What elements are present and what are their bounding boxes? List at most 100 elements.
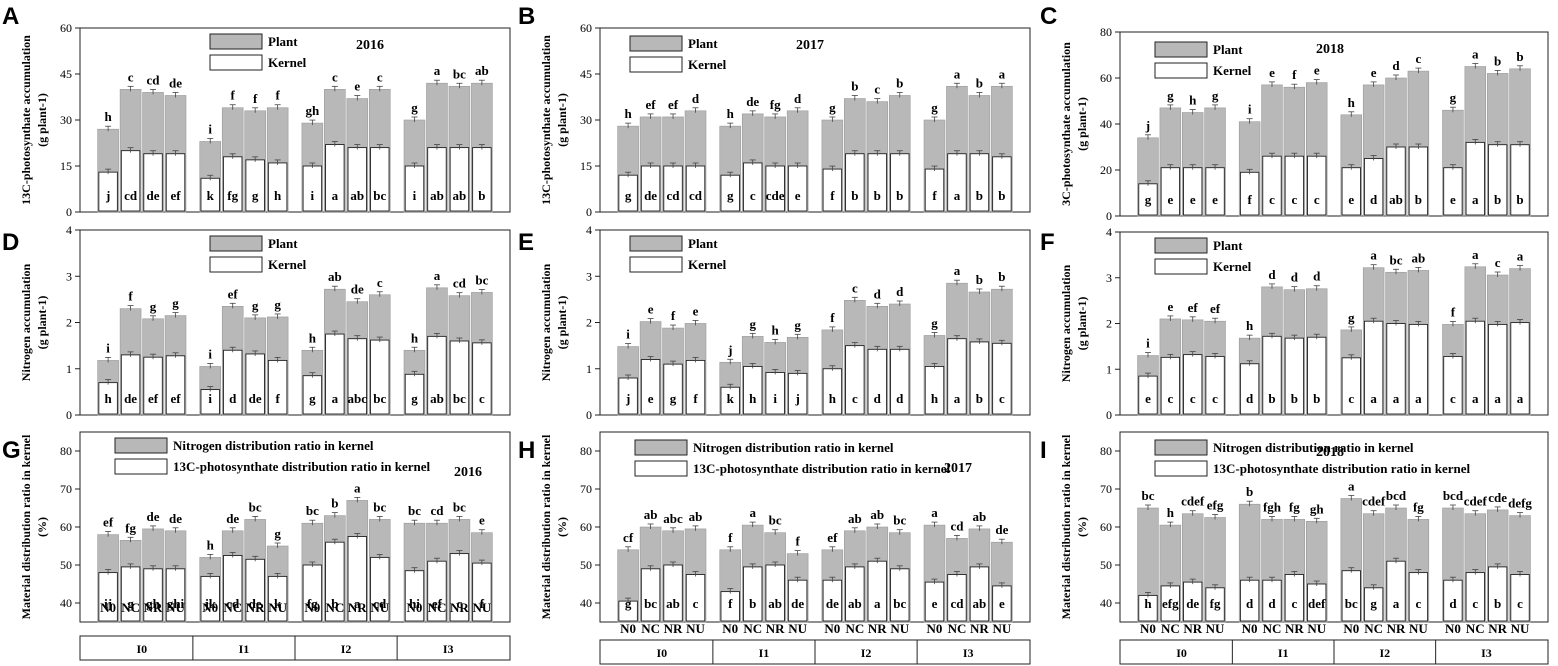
- x-tick-label: NR: [664, 621, 683, 636]
- bar-inner: [867, 560, 888, 622]
- top-letter: a: [1348, 479, 1355, 494]
- panel-letter: F: [1040, 229, 1055, 256]
- inner-letter: d: [1449, 596, 1457, 611]
- y-axis-label-line: Nitrogen accumulation: [1059, 264, 1073, 382]
- x-tick-label: N0: [407, 600, 423, 615]
- inner-letter: d: [874, 391, 882, 406]
- y-tick-label: 60: [580, 21, 592, 35]
- group-label: I1: [1278, 646, 1289, 660]
- x-tick-label: N0: [1343, 621, 1359, 636]
- panel-c: C 0 20 40 60 80 3C-photosynthate accumulation(…: [1040, 3, 1549, 223]
- y-axis-label-line: Nitrogen accumulation: [539, 263, 553, 381]
- x-tick-label: N0: [722, 621, 738, 636]
- inner-letter: d: [1246, 391, 1254, 406]
- top-letter: bcd: [1386, 488, 1407, 503]
- legend-swatch-inner: [629, 56, 683, 73]
- inner-letter: de: [826, 596, 839, 611]
- y-tick-label: 50: [60, 558, 72, 572]
- inner-letter: b: [1268, 391, 1275, 406]
- y-tick-label: 40: [1100, 596, 1112, 610]
- top-letter: d: [1392, 58, 1400, 73]
- y-tick-label: 20: [1100, 163, 1112, 177]
- y-tick-label: 45: [580, 67, 592, 81]
- y-tick-label: 0: [586, 205, 592, 219]
- top-letter: g: [274, 526, 281, 541]
- inner-letter: ab: [453, 188, 467, 203]
- bar-inner: [890, 568, 910, 622]
- inner-letter: ef: [170, 188, 181, 203]
- x-tick-label: NC: [1161, 621, 1180, 636]
- x-tick-label: N0: [1445, 621, 1461, 636]
- top-letter: ab: [475, 63, 489, 78]
- inner-letter: bc: [453, 391, 466, 406]
- legend: Plant Kernel: [209, 235, 307, 273]
- y-axis-label: 13C-photosynthate accumulation (g plant-1…: [539, 35, 569, 205]
- top-letter: a: [354, 480, 361, 495]
- inner-letter: b: [976, 188, 983, 203]
- legend-label: Plant: [688, 236, 718, 251]
- top-letter: j: [1145, 118, 1150, 133]
- inner-letter: e: [648, 391, 654, 406]
- top-letter: a: [954, 66, 961, 81]
- legend-label: Plant: [688, 36, 718, 51]
- inner-letter: de: [249, 596, 262, 611]
- group-label: I3: [963, 646, 974, 660]
- top-letter: de: [169, 75, 182, 90]
- top-letter: ef: [1210, 301, 1221, 316]
- top-letter: f: [728, 530, 733, 545]
- top-letter: fg: [1413, 499, 1424, 514]
- inner-letter: a: [332, 391, 339, 406]
- legend-swatch-inner: [209, 256, 263, 273]
- inner-letter: d: [1268, 596, 1276, 611]
- inner-letter: de: [124, 391, 137, 406]
- legend: Nitrogen distribution ratio in kernel 13C…: [1154, 439, 1471, 477]
- bar-inner: [742, 162, 763, 212]
- inner-letter: h: [829, 391, 837, 406]
- group-label: I1: [759, 646, 770, 660]
- top-letter: c: [1495, 255, 1501, 270]
- inner-letter: b: [1291, 391, 1298, 406]
- top-letter: bc: [1390, 252, 1403, 267]
- top-letter: b: [976, 272, 983, 287]
- inner-letter: f: [728, 596, 733, 611]
- inner-letter: i: [311, 188, 315, 203]
- inner-letter: f: [932, 188, 937, 203]
- legend-label: 13C-photosynthate distribution ratio in …: [173, 459, 431, 474]
- inner-letter: de: [1186, 596, 1199, 611]
- inner-letter: d: [1246, 596, 1254, 611]
- panel-b: B 0 15 30 45 60 13C-photosynthate accumulation…: [518, 3, 1031, 219]
- top-letter: ab: [848, 511, 862, 526]
- legend-swatch-outer: [629, 235, 683, 252]
- bar-inner: [1487, 566, 1508, 622]
- inner-letter: e: [1190, 192, 1196, 207]
- inner-letter: c: [852, 391, 858, 406]
- y-axis-label-line: (g plant-1): [35, 296, 49, 350]
- inner-letter: cd: [950, 596, 964, 611]
- top-letter: bc: [453, 66, 466, 81]
- inner-letter: f: [830, 188, 835, 203]
- panel-letter: A: [2, 3, 19, 30]
- inner-letter: hi: [409, 596, 420, 611]
- top-letter: c: [128, 69, 134, 84]
- top-letter: bc: [373, 499, 386, 514]
- inner-letter: b: [1494, 596, 1501, 611]
- bar-series: hjccdcddedeefikffgfgfhghicaeabcbcgiaabbc…: [97, 63, 493, 213]
- legend-label: Plant: [1213, 42, 1243, 57]
- y-tick-label: 50: [580, 558, 592, 572]
- top-letter: e: [1371, 65, 1377, 80]
- top-letter: g: [1167, 88, 1174, 103]
- inner-letter: i: [208, 391, 212, 406]
- inner-letter: c: [1291, 192, 1297, 207]
- top-letter: fg: [125, 520, 136, 535]
- top-letter: f: [253, 91, 258, 106]
- legend-swatch-outer: [209, 33, 263, 50]
- y-tick-label: 1: [586, 362, 592, 376]
- top-letter: g: [172, 296, 179, 311]
- top-letter: efg: [1207, 498, 1224, 513]
- legend-label: 13C-photosynthate distribution ratio in …: [693, 461, 951, 476]
- top-letter: f: [1292, 67, 1297, 82]
- inner-letter: c: [1269, 192, 1275, 207]
- top-letter: b: [976, 75, 983, 90]
